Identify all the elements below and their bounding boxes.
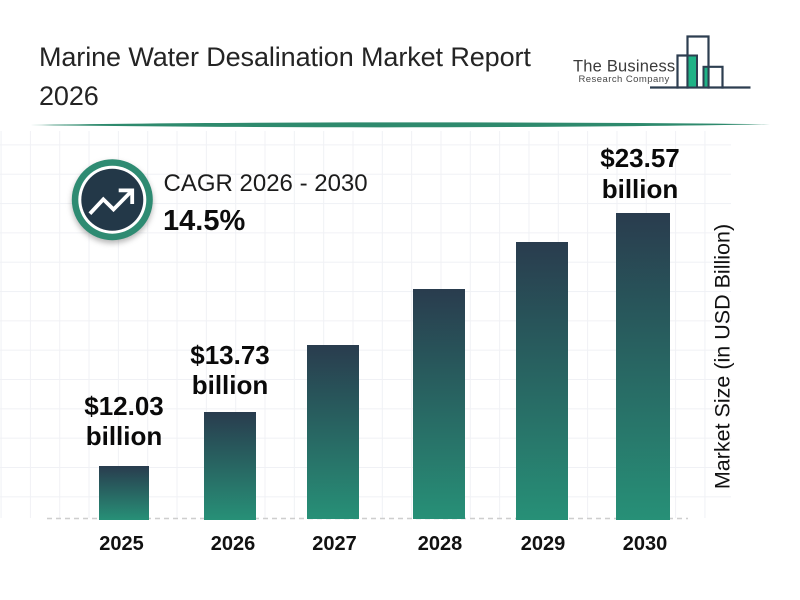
svg-text:The Business: The Business bbox=[573, 58, 675, 76]
svg-text:Research Company: Research Company bbox=[579, 74, 670, 85]
